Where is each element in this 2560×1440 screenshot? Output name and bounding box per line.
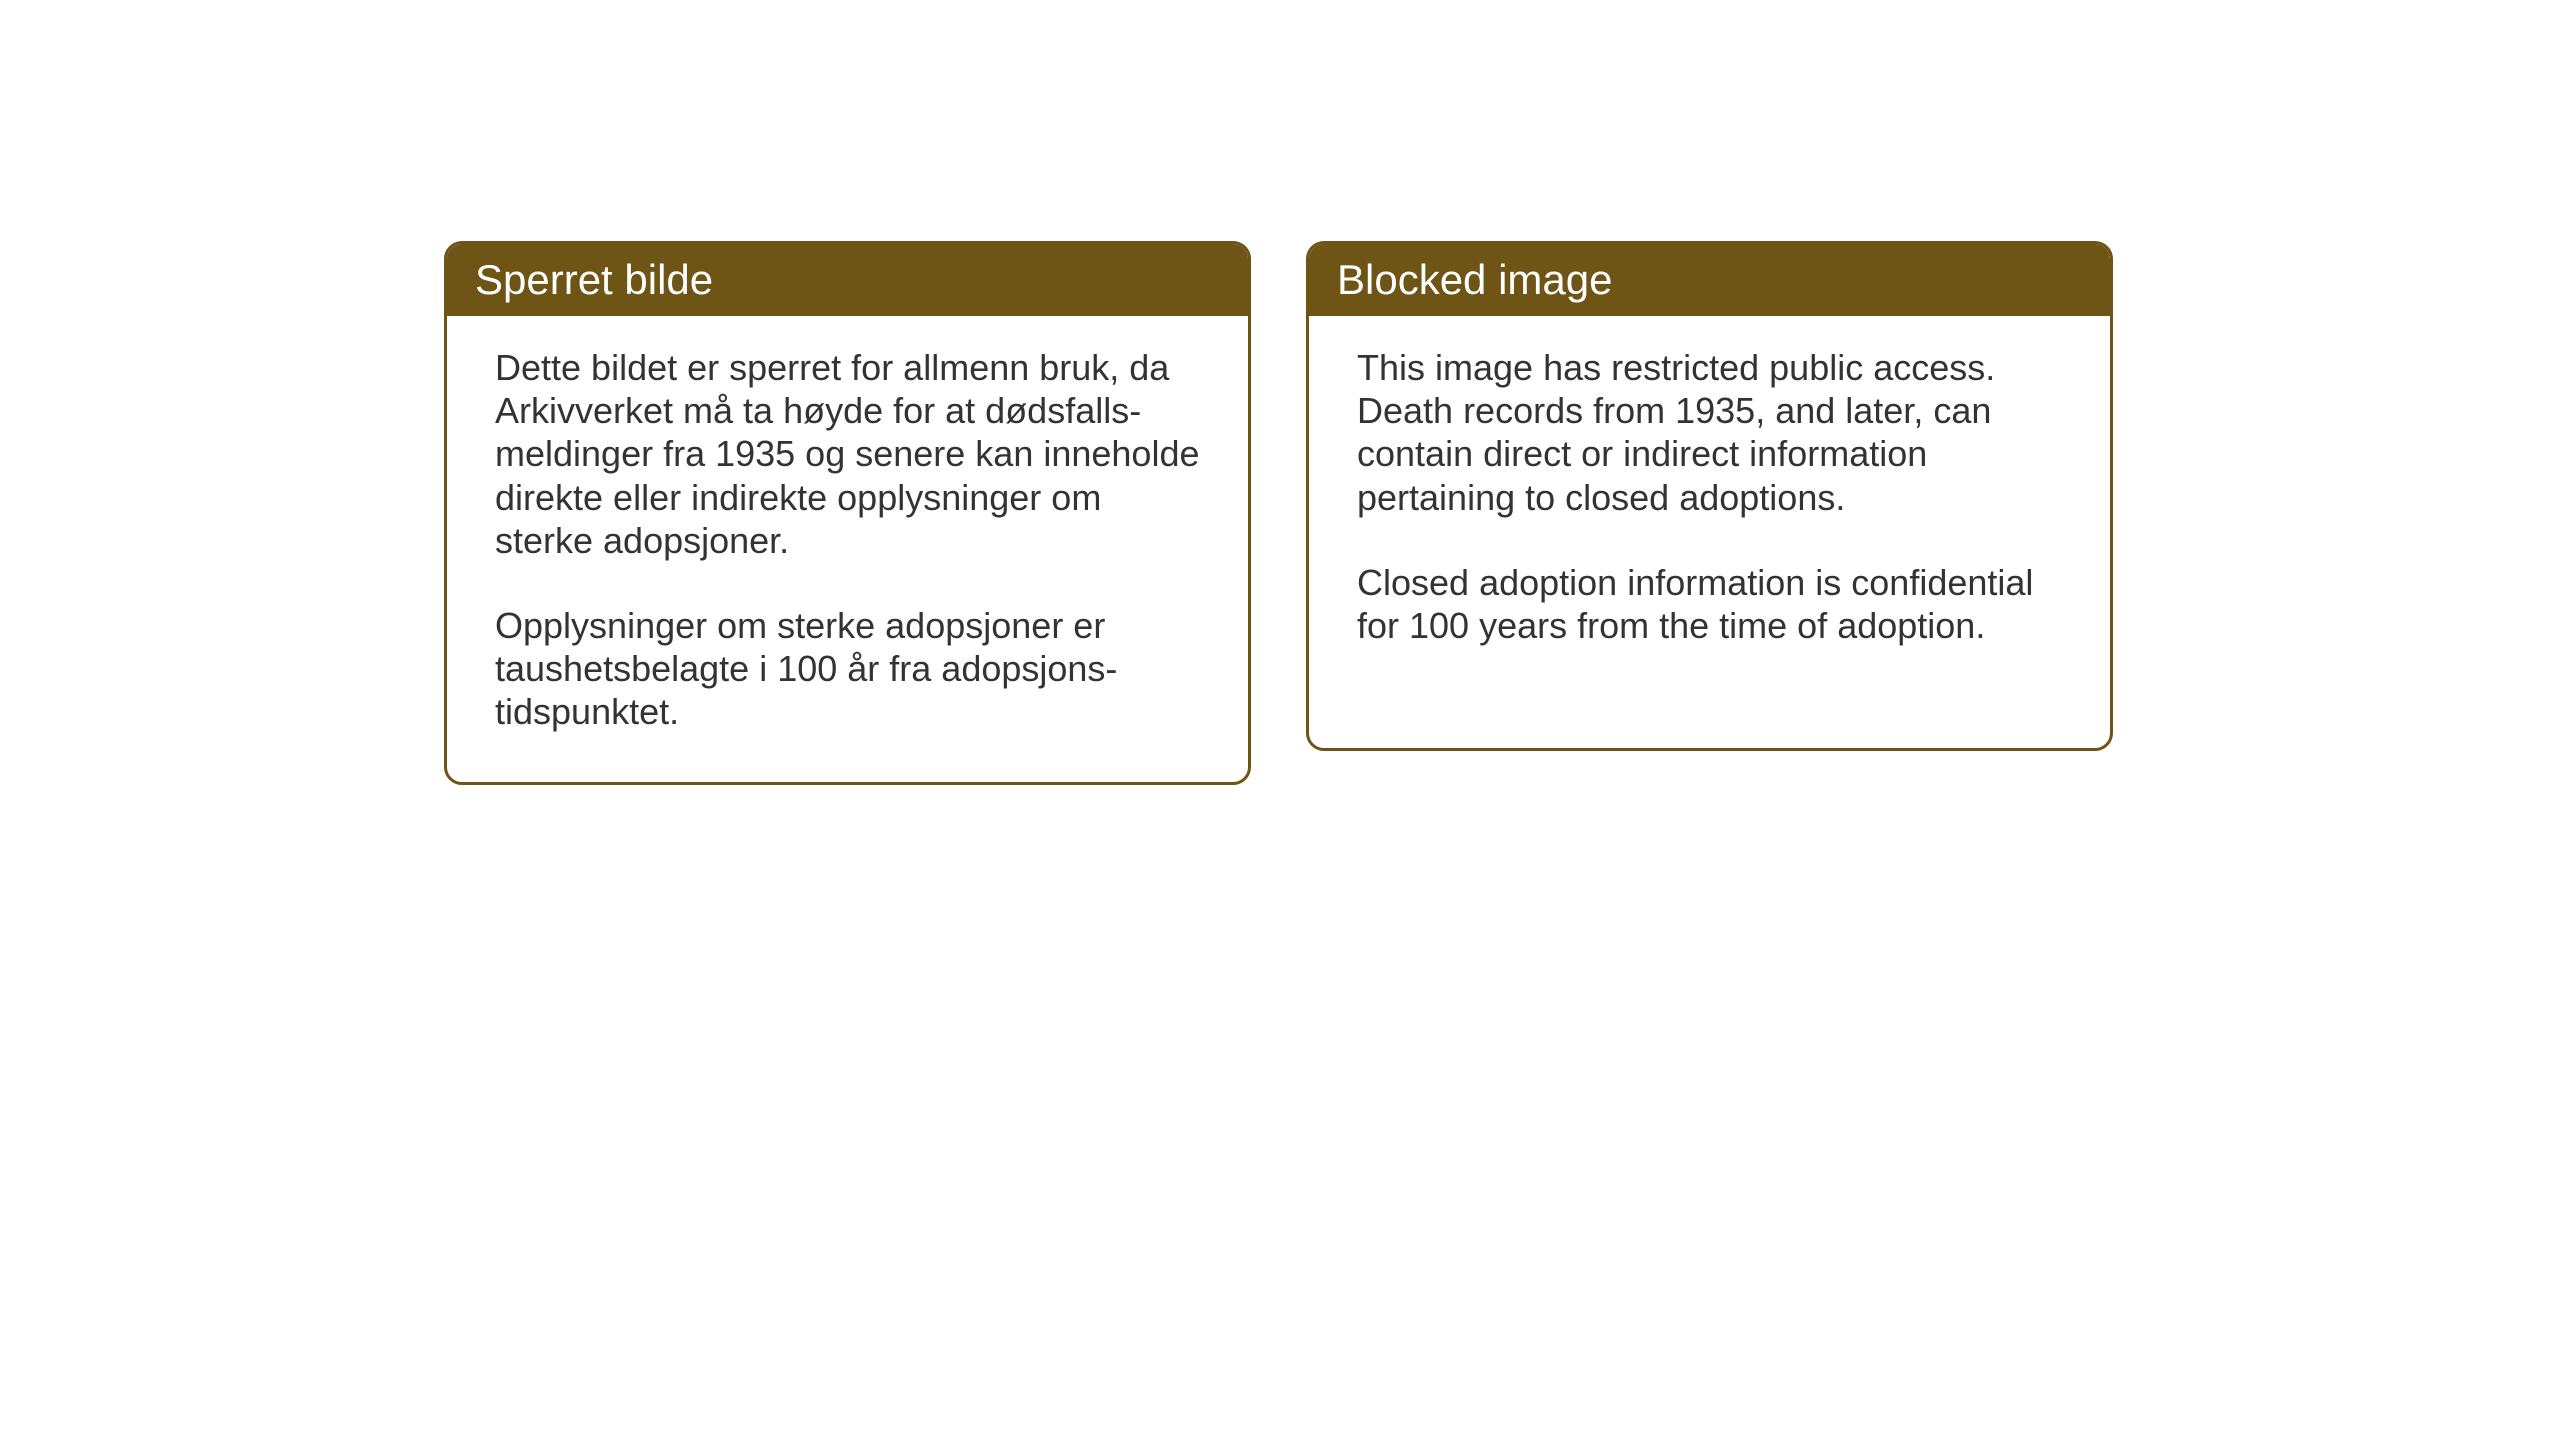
card-english-paragraph-1: This image has restricted public access.…: [1357, 346, 2062, 519]
card-english-body: This image has restricted public access.…: [1309, 316, 2110, 695]
card-norwegian: Sperret bilde Dette bildet er sperret fo…: [444, 241, 1251, 785]
card-english: Blocked image This image has restricted …: [1306, 241, 2113, 751]
notice-container: Sperret bilde Dette bildet er sperret fo…: [444, 241, 2113, 785]
card-norwegian-body: Dette bildet er sperret for allmenn bruk…: [447, 316, 1248, 782]
card-norwegian-paragraph-1: Dette bildet er sperret for allmenn bruk…: [495, 346, 1200, 562]
card-english-header: Blocked image: [1309, 244, 2110, 316]
card-english-title: Blocked image: [1337, 256, 1612, 303]
card-norwegian-paragraph-2: Opplysninger om sterke adopsjoner er tau…: [495, 604, 1200, 734]
card-norwegian-header: Sperret bilde: [447, 244, 1248, 316]
card-norwegian-title: Sperret bilde: [475, 256, 713, 303]
card-english-paragraph-2: Closed adoption information is confident…: [1357, 561, 2062, 647]
